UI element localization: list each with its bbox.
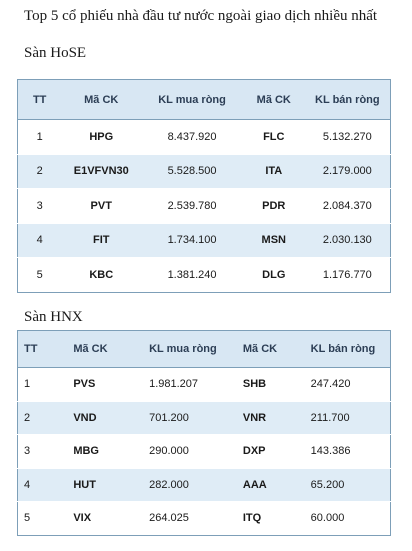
rank-cell: 5 <box>17 257 62 292</box>
net-buy-cell: 290.000 <box>143 434 237 468</box>
net-sell-cell: 60.000 <box>304 501 391 535</box>
rank-cell: 4 <box>17 467 68 502</box>
sell-code-cell: VNR <box>236 400 305 435</box>
sell-code-cell: PDR <box>242 188 305 223</box>
rank-cell: 3 <box>17 188 62 223</box>
header-tt: TT <box>17 330 68 368</box>
header-net-sell: KL bán ròng <box>304 79 391 120</box>
table-row: 1 PVS 1.981.207 SHB 247.420 <box>17 367 391 401</box>
table-row: 2 E1VFVN30 5.528.500 ITA 2.179.000 <box>17 153 391 189</box>
net-sell-cell: 247.420 <box>304 367 391 401</box>
net-buy-cell: 5.528.500 <box>141 153 243 189</box>
sell-code-cell: ITQ <box>236 501 305 535</box>
net-buy-cell: 1.981.207 <box>143 367 237 401</box>
net-sell-cell: 2.030.130 <box>304 222 391 258</box>
hose-table: TT Mã CK KL mua ròng Mã CK KL bán ròng 1… <box>17 79 391 293</box>
table-row: 1 HPG 8.437.920 FLC 5.132.270 <box>17 119 391 154</box>
net-buy-cell: 264.025 <box>143 501 237 535</box>
rank-cell: 5 <box>17 501 68 535</box>
buy-code-cell: VND <box>67 400 144 435</box>
rank-cell: 1 <box>17 119 62 154</box>
sell-code-cell: SHB <box>236 367 305 401</box>
buy-code-cell: PVS <box>67 367 144 401</box>
net-sell-cell: 2.179.000 <box>304 153 391 189</box>
net-buy-cell: 282.000 <box>143 467 237 502</box>
rank-cell: 2 <box>17 153 62 189</box>
buy-code-cell: VIX <box>67 501 144 535</box>
hnx-section-label: Sàn HNX <box>24 309 83 325</box>
net-buy-cell: 8.437.920 <box>141 119 243 154</box>
table-row: 4 HUT 282.000 AAA 65.200 <box>17 467 391 502</box>
net-sell-cell: 2.084.370 <box>304 188 391 223</box>
table-row: 5 VIX 264.025 ITQ 60.000 <box>17 501 391 535</box>
buy-code-cell: KBC <box>61 257 142 292</box>
header-sell-code: Mã CK <box>242 79 305 120</box>
header-net-sell: KL bán ròng <box>304 330 391 368</box>
net-buy-cell: 701.200 <box>143 400 237 435</box>
table-header-row: TT Mã CK KL mua ròng Mã CK KL bán ròng <box>17 330 391 368</box>
page-title: Top 5 cổ phiếu nhà đầu tư nước ngoài gia… <box>24 8 378 24</box>
net-buy-cell: 1.734.100 <box>141 222 243 258</box>
net-sell-cell: 5.132.270 <box>304 119 391 154</box>
rank-cell: 2 <box>17 400 68 435</box>
sell-code-cell: AAA <box>236 467 305 502</box>
net-sell-cell: 1.176.770 <box>304 257 391 292</box>
buy-code-cell: PVT <box>61 188 142 223</box>
net-buy-cell: 1.381.240 <box>141 257 243 292</box>
rank-cell: 4 <box>17 222 62 258</box>
buy-code-cell: E1VFVN30 <box>61 153 142 189</box>
table-row: 4 FIT 1.734.100 MSN 2.030.130 <box>17 222 391 258</box>
buy-code-cell: MBG <box>67 434 144 468</box>
hose-section-label: Sàn HoSE <box>24 45 87 61</box>
rank-cell: 1 <box>17 367 68 401</box>
buy-code-cell: HUT <box>67 467 144 502</box>
header-buy-code: Mã CK <box>61 79 142 120</box>
header-net-buy: KL mua ròng <box>141 79 243 120</box>
header-tt: TT <box>17 79 62 120</box>
sell-code-cell: MSN <box>242 222 305 258</box>
table-header-row: TT Mã CK KL mua ròng Mã CK KL bán ròng <box>17 79 391 120</box>
table-row: 3 PVT 2.539.780 PDR 2.084.370 <box>17 188 391 223</box>
hnx-table: TT Mã CK KL mua ròng Mã CK KL bán ròng 1… <box>17 330 391 536</box>
buy-code-cell: FIT <box>61 222 142 258</box>
sell-code-cell: DLG <box>242 257 305 292</box>
rank-cell: 3 <box>17 434 68 468</box>
net-sell-cell: 143.386 <box>304 434 391 468</box>
buy-code-cell: HPG <box>61 119 142 154</box>
net-sell-cell: 211.700 <box>304 400 391 435</box>
sell-code-cell: DXP <box>236 434 305 468</box>
sell-code-cell: ITA <box>242 153 305 189</box>
table-row: 5 KBC 1.381.240 DLG 1.176.770 <box>17 257 391 292</box>
header-net-buy: KL mua ròng <box>143 330 237 368</box>
net-buy-cell: 2.539.780 <box>141 188 243 223</box>
header-buy-code: Mã CK <box>67 330 144 368</box>
sell-code-cell: FLC <box>242 119 305 154</box>
table-row: 2 VND 701.200 VNR 211.700 <box>17 400 391 435</box>
header-sell-code: Mã CK <box>236 330 305 368</box>
table-row: 3 MBG 290.000 DXP 143.386 <box>17 434 391 468</box>
net-sell-cell: 65.200 <box>304 467 391 502</box>
